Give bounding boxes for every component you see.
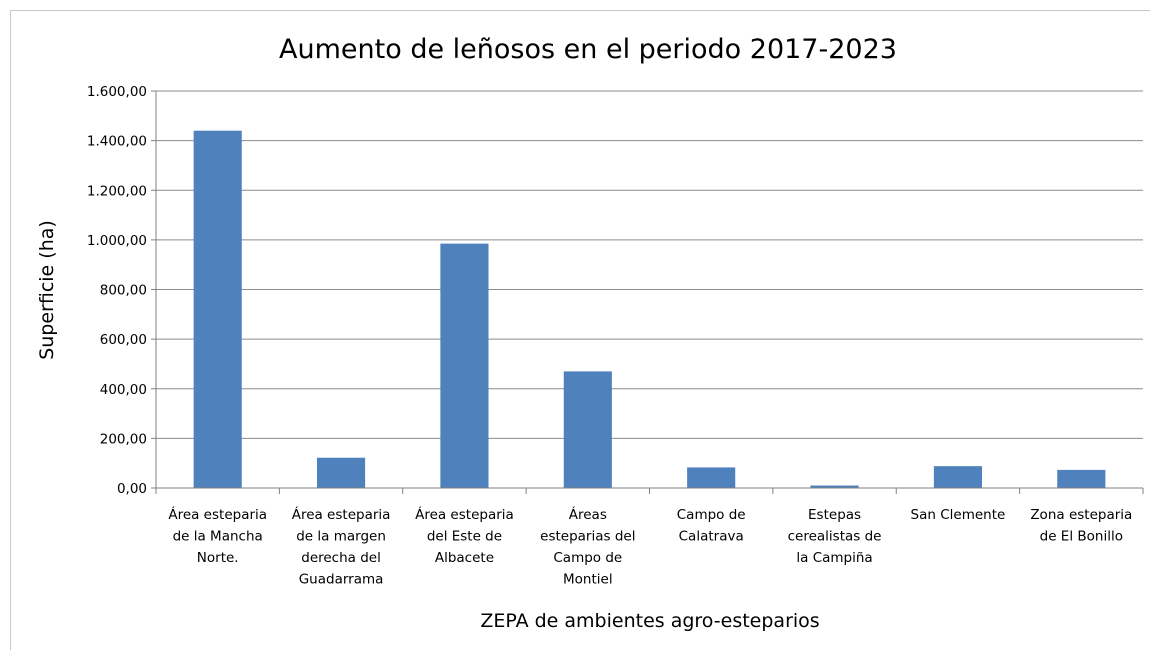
y-tick-label: 0,00 (117, 481, 147, 497)
y-axis-title: Superficie (ha) (36, 220, 58, 360)
bar (563, 371, 612, 488)
x-tick-label: Área esteparia de la margen derecha del Gua… (292, 506, 391, 588)
bar (317, 457, 366, 488)
x-axis-title: ZEPA de ambientes agro-esteparios (480, 610, 819, 632)
x-tick-label: San Clemente (911, 507, 1006, 523)
y-tick-label: 1.400,00 (87, 134, 147, 150)
chart-frame (10, 10, 1150, 650)
bar (440, 243, 489, 488)
y-tick-label: 600,00 (100, 332, 147, 348)
x-tick-label: Área esteparia de la Mancha Norte. (168, 506, 267, 566)
x-tick-label: Zona esteparia de El Bonillo (1030, 507, 1132, 545)
y-tick-label: 1.000,00 (87, 233, 147, 249)
y-tick-label: 1.600,00 (87, 84, 147, 100)
y-tick-label: 200,00 (100, 431, 147, 447)
y-tick-label: 400,00 (100, 382, 147, 398)
bar (810, 485, 859, 488)
chart-title: Aumento de leñosos en el periodo 2017-20… (279, 34, 897, 65)
y-tick-label: 1.200,00 (87, 183, 147, 199)
bar (193, 130, 242, 488)
x-tick-label: Área esteparia del Este de Albacete (415, 506, 514, 566)
bars (193, 130, 1106, 488)
y-tick-labels: 0,00 200,00 400,00 600,00 800,00 1.000,00 1.20… (87, 84, 147, 497)
axes (151, 90, 1144, 494)
gridlines (156, 90, 1143, 439)
x-tick-label: Áreas esteparias del Campo de Montiel (540, 506, 635, 588)
x-tick-label: Estepas cerealistas de la Campiña (788, 507, 882, 566)
y-tick-label: 800,00 (100, 283, 147, 299)
bar (687, 467, 736, 488)
x-tick-label: Campo de Calatrava (677, 507, 746, 545)
bar (933, 466, 982, 488)
x-category-labels: Área esteparia de la Mancha Norte. Área est… (168, 506, 1132, 588)
bar (1057, 469, 1106, 488)
